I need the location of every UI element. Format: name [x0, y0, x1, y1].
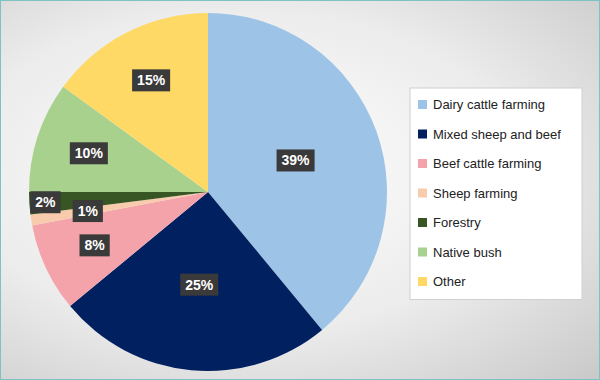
data-label-box — [80, 234, 110, 256]
legend-box — [410, 88, 582, 300]
data-label-box — [180, 274, 218, 296]
data-label-text: 2% — [35, 194, 56, 210]
data-label-text: 8% — [85, 237, 106, 253]
legend-swatch — [418, 100, 427, 109]
legend-swatch — [418, 130, 427, 139]
data-label: 15% — [132, 69, 170, 91]
legend-label: Dairy cattle farming — [433, 97, 545, 112]
legend-swatch — [418, 159, 427, 168]
legend-label: Mixed sheep and beef — [433, 127, 561, 142]
data-label: 39% — [277, 149, 315, 171]
legend-swatch — [418, 248, 427, 257]
pie-slice — [63, 13, 208, 192]
data-label: 1% — [73, 200, 103, 222]
data-label-box — [277, 149, 315, 171]
legend-label: Native bush — [433, 245, 502, 260]
data-label: 2% — [30, 191, 60, 213]
data-label: 10% — [70, 142, 108, 164]
legend-label: Forestry — [433, 215, 481, 230]
data-label-text: 15% — [137, 72, 166, 88]
data-labels: 39% 25% 8% 1% 2% 10% 15% — [30, 69, 314, 295]
legend-label: Sheep farming — [433, 186, 518, 201]
pie-slice — [29, 192, 208, 214]
data-label-text: 39% — [282, 152, 311, 168]
data-label-text: 10% — [75, 145, 104, 161]
legend-swatch — [418, 277, 427, 286]
data-label-text: 25% — [185, 277, 214, 293]
chart: 39% 25% 8% 1% 2% 10% 15% Dairy cattle farming Mi… — [0, 0, 600, 380]
data-label-box — [70, 142, 108, 164]
data-label-box — [132, 69, 170, 91]
data-label-text: 1% — [78, 203, 99, 219]
legend: Dairy cattle farming Mixed sheep and beef… — [410, 88, 582, 300]
legend-swatch — [418, 218, 427, 227]
legend-swatch — [418, 189, 427, 198]
data-label-box — [73, 200, 103, 222]
data-label: 25% — [180, 274, 218, 296]
data-label: 8% — [80, 234, 110, 256]
legend-label: Other — [433, 274, 466, 289]
pie — [29, 13, 387, 371]
data-label-box — [30, 191, 60, 213]
legend-label: Beef cattle farming — [433, 156, 541, 171]
